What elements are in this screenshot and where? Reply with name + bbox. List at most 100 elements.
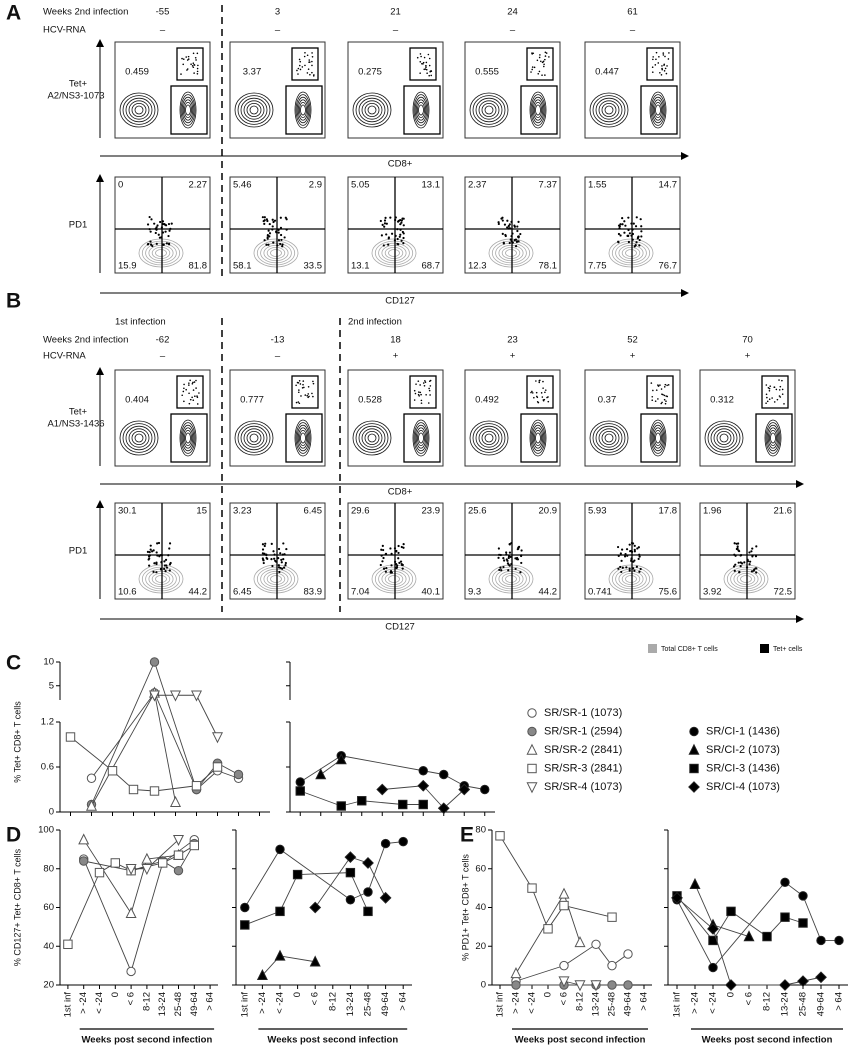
series-line — [382, 785, 424, 790]
marker — [275, 906, 285, 917]
event-dot — [638, 555, 641, 558]
event-dot — [164, 569, 167, 573]
contour — [183, 429, 192, 446]
event-dot — [617, 224, 621, 227]
event-dot — [663, 63, 666, 66]
event-dot — [282, 566, 286, 569]
contour — [478, 428, 500, 448]
event-dot — [627, 240, 630, 244]
event-dot — [188, 382, 190, 384]
event-dot — [781, 388, 784, 391]
event-dot — [399, 560, 403, 563]
axis-label: CD8+ — [388, 487, 413, 498]
event-dot — [185, 388, 187, 391]
event-dot — [186, 59, 189, 61]
series-line — [154, 785, 197, 792]
event-dot — [621, 223, 624, 226]
contours — [589, 419, 667, 457]
event-dot — [312, 380, 314, 383]
event-dot — [155, 551, 158, 554]
event-dot — [537, 72, 540, 75]
event-dot — [263, 222, 266, 226]
event-dot — [192, 66, 195, 69]
event-dot — [400, 545, 403, 549]
legend-label: SR/CI-1 (1436) — [706, 725, 780, 737]
panel-letter: A — [6, 2, 21, 25]
event-dot — [734, 563, 737, 566]
contour — [300, 432, 306, 444]
event-dot — [385, 222, 388, 225]
event-dot — [502, 242, 505, 245]
contour — [371, 564, 417, 594]
marker — [380, 838, 391, 849]
event-dot — [639, 218, 642, 221]
marker — [362, 857, 374, 869]
legend-label: Total CD8+ T cells — [661, 646, 718, 653]
event-dot — [312, 395, 314, 398]
event-dot — [428, 387, 430, 390]
event-dot — [148, 215, 151, 219]
contour — [361, 428, 383, 448]
event-dot — [733, 542, 736, 545]
weeks-value: 18 — [390, 335, 401, 346]
gate — [761, 375, 789, 409]
event-dot — [535, 380, 537, 382]
event-dot — [751, 555, 754, 558]
event-dot — [383, 219, 387, 222]
event-dot — [778, 389, 781, 391]
hcv-value: – — [393, 25, 399, 36]
event-dot — [280, 561, 283, 564]
event-dot — [663, 70, 666, 72]
event-dot — [304, 64, 306, 67]
marker — [511, 980, 521, 990]
event-dot — [755, 567, 758, 570]
event-dot — [667, 384, 670, 386]
event-dot — [150, 218, 153, 221]
event-dot — [515, 240, 518, 243]
row-header: Weeks 2nd infection — [43, 7, 128, 18]
event-dot — [306, 72, 309, 74]
event-dot — [544, 58, 546, 61]
event-dot — [298, 379, 301, 382]
marker — [292, 869, 303, 880]
x-axis-label: Weeks post second infection — [267, 1035, 398, 1046]
event-dot — [165, 242, 168, 245]
contour — [475, 425, 503, 451]
event-dot — [311, 64, 313, 67]
contour — [131, 103, 147, 118]
event-dot — [623, 231, 626, 234]
event-dot — [266, 219, 269, 223]
event-dot — [637, 546, 640, 549]
event-dot — [650, 382, 653, 384]
contours — [119, 419, 197, 457]
quadrant-value: 15.9 — [118, 261, 137, 272]
x-tick-label: 49-64 — [189, 992, 200, 1016]
contour — [246, 430, 262, 445]
event-dot — [402, 224, 405, 227]
quadrant-value: 15 — [196, 506, 207, 517]
x-tick-label: 13-24 — [157, 992, 168, 1016]
contour — [148, 570, 174, 588]
contour — [766, 424, 780, 452]
marker — [149, 657, 160, 667]
marker — [169, 795, 182, 807]
event-dot — [164, 224, 168, 227]
event-dot — [424, 380, 426, 382]
gate — [285, 413, 323, 463]
contours — [352, 91, 430, 129]
quadrant-value: 7.37 — [539, 180, 558, 191]
event-dot — [659, 384, 661, 386]
contour — [384, 573, 404, 586]
event-dot — [192, 389, 195, 391]
x-tick-label: 0 — [726, 992, 737, 997]
contour — [240, 425, 268, 451]
contour — [355, 95, 389, 125]
event-dot — [519, 571, 522, 574]
event-dot — [531, 68, 533, 71]
marker — [107, 766, 118, 776]
event-dot — [661, 65, 663, 67]
event-dot — [284, 561, 287, 565]
event-dot — [628, 569, 631, 572]
quadrant-value: 2.27 — [189, 180, 208, 191]
event-dot — [282, 542, 285, 545]
